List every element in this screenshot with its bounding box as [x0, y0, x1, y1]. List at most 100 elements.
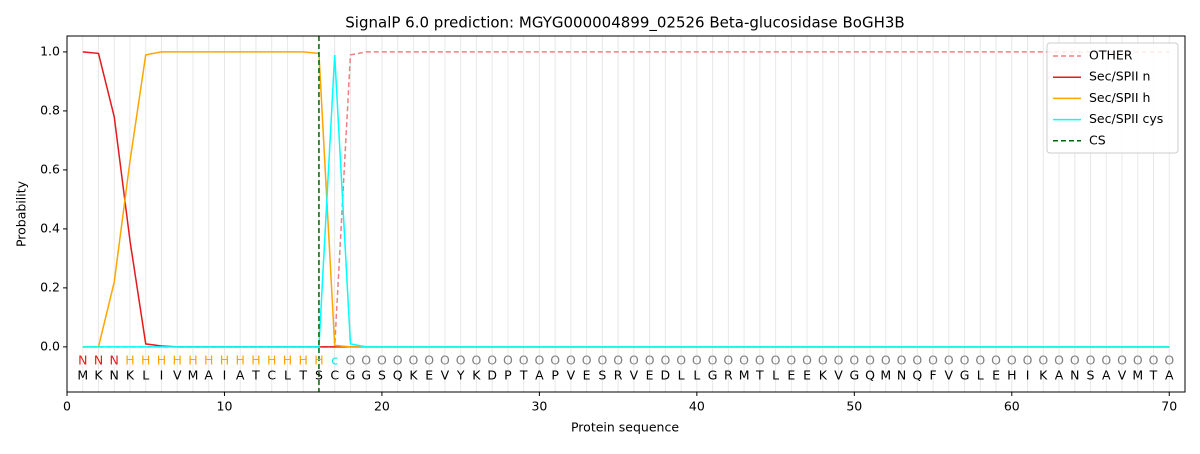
residue-label: O — [534, 353, 544, 368]
residue: D — [487, 368, 497, 383]
residue: S — [315, 368, 323, 383]
residue: L — [678, 368, 685, 383]
residue-label: H — [236, 353, 245, 368]
residue-label: O — [409, 353, 419, 368]
series-line — [82, 51, 1170, 348]
residue-label: O — [834, 353, 844, 368]
x-tick-label: 50 — [846, 399, 862, 414]
residue-label: O — [566, 353, 576, 368]
y-axis-label: Probability — [14, 180, 29, 247]
x-tick-label: 0 — [63, 399, 71, 414]
legend-label: Sec/SPII n — [1089, 69, 1150, 84]
series-line — [82, 54, 1170, 348]
residue: M — [77, 368, 88, 383]
residue: P — [504, 368, 512, 383]
residue-label: H — [173, 353, 182, 368]
residue: M — [188, 368, 199, 383]
residue-label: O — [1101, 353, 1111, 368]
residue-label: O — [1086, 353, 1096, 368]
residue-label: O — [377, 353, 387, 368]
residue-label: O — [1007, 353, 1017, 368]
residue-label: H — [157, 353, 166, 368]
residue-label: O — [1133, 353, 1143, 368]
residue: V — [630, 368, 639, 383]
residue: T — [1149, 368, 1158, 383]
residue: A — [1102, 368, 1111, 383]
residue-label: O — [849, 353, 859, 368]
residue: A — [535, 368, 544, 383]
chart-title: SignalP 6.0 prediction: MGYG000004899_02… — [345, 14, 904, 33]
x-tick-label: 70 — [1161, 399, 1177, 414]
residue: V — [567, 368, 576, 383]
residue: G — [346, 368, 356, 383]
residue: C — [330, 368, 339, 383]
residue-label: H — [188, 353, 197, 368]
residue-label: O — [519, 353, 529, 368]
residue: N — [897, 368, 906, 383]
residue-label: O — [802, 353, 812, 368]
residue-label: H — [298, 353, 307, 368]
residue-label: O — [456, 353, 466, 368]
residue: G — [849, 368, 859, 383]
legend-box — [1046, 42, 1179, 154]
residue: K — [1039, 368, 1048, 383]
residue: V — [1118, 368, 1127, 383]
residue: N — [1070, 368, 1079, 383]
residue: L — [284, 368, 291, 383]
residue-label: O — [1164, 353, 1174, 368]
residue: C — [267, 368, 276, 383]
residue: A — [236, 368, 245, 383]
residue-label: O — [676, 353, 686, 368]
residue: K — [409, 368, 418, 383]
residue-label: O — [991, 353, 1001, 368]
residue: V — [441, 368, 450, 383]
residue: E — [992, 368, 1000, 383]
residue-label: O — [1117, 353, 1127, 368]
residue: L — [142, 368, 149, 383]
residue: K — [94, 368, 103, 383]
residue-label: H — [314, 353, 323, 368]
legend-label: Sec/SPII h — [1089, 90, 1150, 105]
residue-label: H — [220, 353, 229, 368]
residue-label: H — [204, 353, 213, 368]
residue-label: O — [739, 353, 749, 368]
series-line — [82, 51, 1170, 348]
x-tick-label: 40 — [689, 399, 705, 414]
residue-label: O — [1023, 353, 1033, 368]
residue-label: O — [960, 353, 970, 368]
residue-label: O — [975, 353, 985, 368]
residue: K — [126, 368, 135, 383]
residue: T — [755, 368, 764, 383]
residue-label: O — [1054, 353, 1064, 368]
residue: S — [598, 368, 606, 383]
residue-label: O — [393, 353, 403, 368]
residue-label: H — [267, 353, 276, 368]
residue-label: O — [755, 353, 765, 368]
residue: V — [834, 368, 843, 383]
residue-label: O — [881, 353, 891, 368]
residue: G — [960, 368, 970, 383]
residue-label: O — [503, 353, 513, 368]
residue: G — [361, 368, 371, 383]
residue: T — [519, 368, 528, 383]
y-tick-label: 0.2 — [40, 279, 60, 294]
residue-label: O — [865, 353, 875, 368]
residue-label: O — [597, 353, 607, 368]
y-tick-label: 1.0 — [40, 43, 60, 58]
residue: S — [1087, 368, 1095, 383]
legend-label: CS — [1089, 132, 1106, 147]
y-tick-label: 0.4 — [40, 220, 60, 235]
residue-label: H — [251, 353, 260, 368]
residue-label: O — [471, 353, 481, 368]
residue: T — [298, 368, 307, 383]
residue: V — [173, 368, 182, 383]
residue: H — [1007, 368, 1016, 383]
residue-label: O — [1038, 353, 1048, 368]
residue: E — [646, 368, 654, 383]
residue-label: O — [771, 353, 781, 368]
residue: P — [551, 368, 559, 383]
residue-label: O — [645, 353, 655, 368]
residue: N — [110, 368, 119, 383]
residue: I — [160, 368, 164, 383]
residue: I — [1026, 368, 1030, 383]
